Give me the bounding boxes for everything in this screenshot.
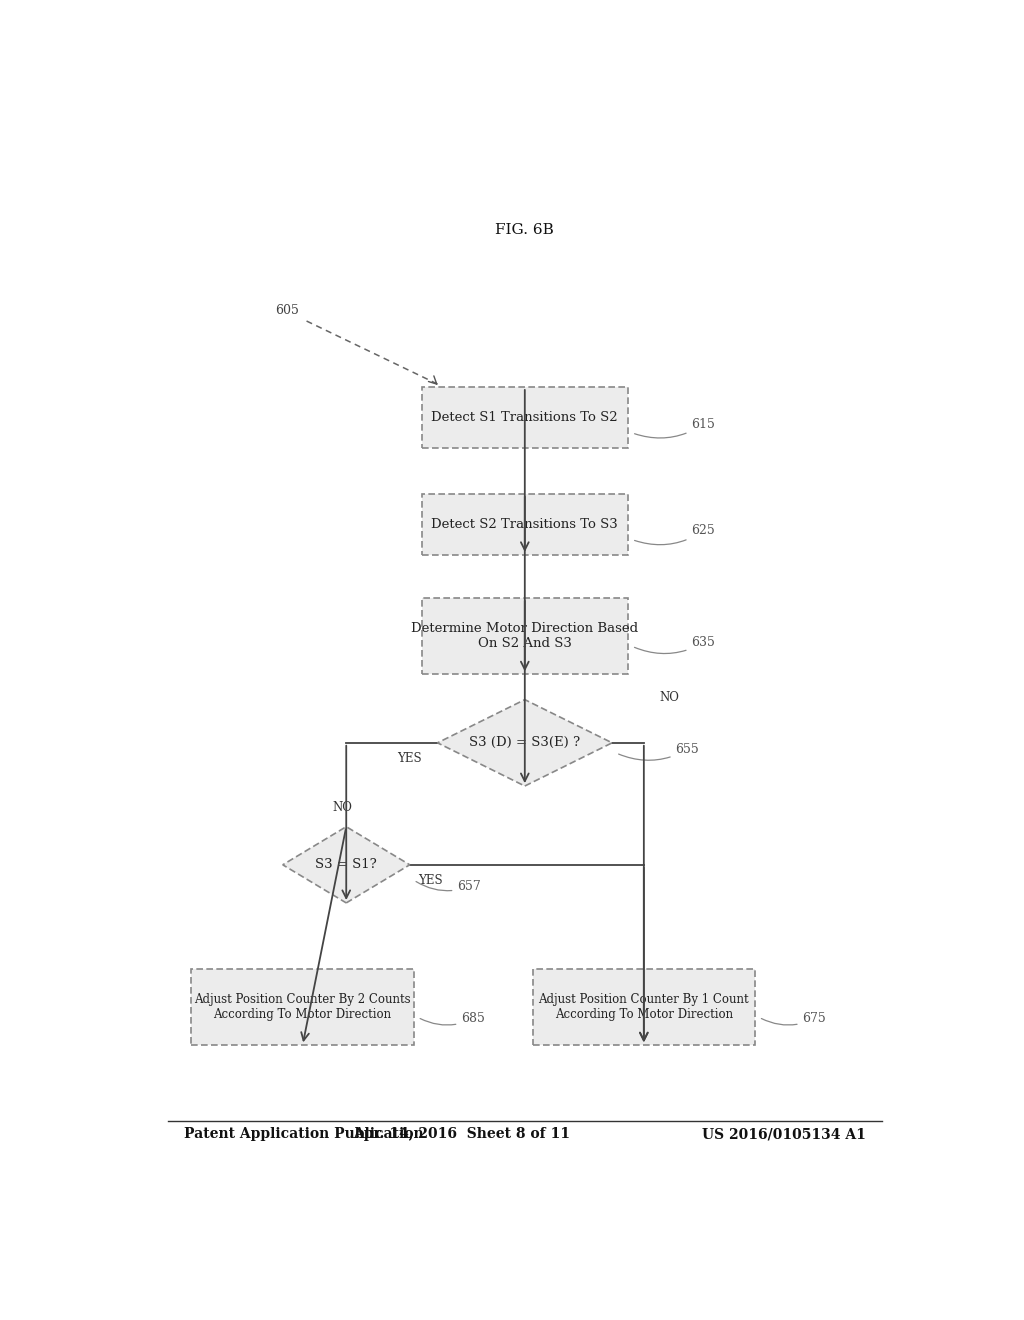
Text: FIG. 6B: FIG. 6B — [496, 223, 554, 236]
Text: 615: 615 — [635, 417, 716, 438]
Polygon shape — [283, 826, 410, 903]
Text: Detect S1 Transitions To S2: Detect S1 Transitions To S2 — [431, 411, 618, 424]
Text: 685: 685 — [420, 1012, 485, 1026]
FancyBboxPatch shape — [422, 387, 628, 447]
FancyBboxPatch shape — [422, 494, 628, 554]
Text: Adjust Position Counter By 2 Counts
According To Motor Direction: Adjust Position Counter By 2 Counts Acco… — [195, 993, 411, 1022]
Text: YES: YES — [397, 751, 422, 764]
Text: 625: 625 — [635, 524, 715, 545]
Text: NO: NO — [659, 690, 680, 704]
Text: US 2016/0105134 A1: US 2016/0105134 A1 — [702, 1127, 866, 1142]
Text: Patent Application Publication: Patent Application Publication — [183, 1127, 423, 1142]
Text: 635: 635 — [635, 636, 716, 653]
FancyBboxPatch shape — [532, 969, 755, 1045]
Text: 657: 657 — [416, 880, 481, 894]
Polygon shape — [437, 700, 612, 785]
FancyBboxPatch shape — [422, 598, 628, 675]
Text: Determine Motor Direction Based
On S2 And S3: Determine Motor Direction Based On S2 An… — [412, 622, 638, 651]
Text: Apr. 14, 2016  Sheet 8 of 11: Apr. 14, 2016 Sheet 8 of 11 — [353, 1127, 569, 1142]
Text: S3 = S1?: S3 = S1? — [315, 858, 377, 871]
Text: S3 (D) = S3(E) ?: S3 (D) = S3(E) ? — [469, 737, 581, 750]
Text: Adjust Position Counter By 1 Count
According To Motor Direction: Adjust Position Counter By 1 Count Accor… — [539, 993, 750, 1022]
Text: YES: YES — [418, 874, 442, 887]
Text: 605: 605 — [274, 305, 299, 317]
FancyBboxPatch shape — [191, 969, 414, 1045]
Text: 675: 675 — [762, 1012, 826, 1026]
Text: 655: 655 — [618, 743, 699, 760]
Text: Detect S2 Transitions To S3: Detect S2 Transitions To S3 — [431, 517, 618, 531]
Text: NO: NO — [333, 801, 352, 814]
